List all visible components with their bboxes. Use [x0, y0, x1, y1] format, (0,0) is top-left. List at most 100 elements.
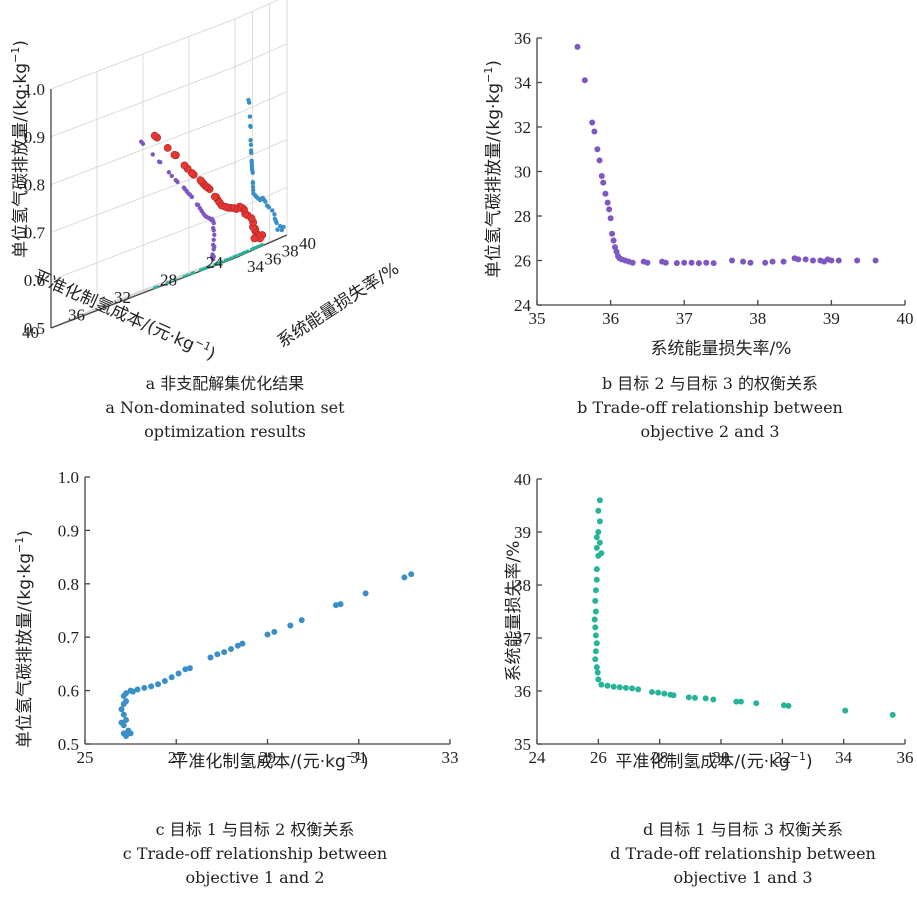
panel-b-data-point: [688, 259, 695, 266]
panel-c-data-point: [118, 719, 125, 726]
panel-a-projection-point: [232, 255, 236, 259]
panel-a-data-point: [163, 143, 172, 152]
panel-c-caption-en1: c Trade-off relationship between: [122, 844, 388, 863]
panel-d-data-point: [595, 676, 602, 683]
panel-c-data-point: [123, 698, 130, 705]
panel-a-projection-point: [211, 237, 216, 243]
panel-b-data-point: [644, 259, 651, 266]
panel-c-data-point: [123, 732, 130, 739]
panel-d-data-point: [593, 576, 600, 583]
panel-b-data-point: [802, 256, 809, 263]
panel-a-ztick-label: 0.8: [24, 176, 45, 195]
panel-b-data-point: [769, 258, 776, 265]
panel-a-projection-point: [277, 223, 283, 229]
panel-d-data-point: [710, 696, 717, 703]
panel-c-ytick-label: 0.6: [58, 682, 79, 701]
panel-c-data-point: [234, 642, 241, 649]
panel-d-data-point: [593, 664, 600, 671]
panel-d-data-point: [842, 707, 849, 714]
panel-d-ytick-label: 35: [514, 735, 531, 754]
panel-a-projection-point: [249, 158, 254, 163]
panel-a-wall-gridline: [50, 114, 236, 185]
panel-a-projection-point: [169, 173, 174, 179]
panel-d-data-point: [592, 656, 599, 663]
panel-a-projection-point: [250, 180, 256, 185]
panel-b-data-point: [854, 257, 861, 264]
panel-d-xtick-label: 30: [713, 748, 730, 767]
panel-a-wall-gridline: [50, 66, 236, 138]
panel-b-data-point: [747, 259, 754, 266]
panel-b-data-point: [681, 259, 688, 266]
panel-d-ylabel: 系统能量损失率/%: [504, 541, 524, 682]
panel-d-data-point: [691, 694, 698, 701]
panel-d-data-point: [595, 529, 602, 535]
panel-d-data-point: [670, 692, 677, 699]
panel-a-projection-point: [250, 184, 256, 190]
panel-a-ytick-label: 36: [68, 306, 85, 325]
panel-a-xtick-label: 34: [247, 257, 265, 276]
panel-a-zlabel: 单位氢气碳排放量/(kg·kg−1): [9, 40, 31, 258]
panel-d-xtick-label: 26: [590, 748, 607, 767]
panel-a-projection-point: [226, 257, 230, 261]
panel-c-data-point: [141, 684, 148, 691]
panel-b-caption-en2: objective 2 and 3: [640, 422, 780, 441]
panel-a-wall-gridline: [234, 139, 288, 163]
panel-a-projection-point: [248, 148, 254, 153]
panel-c-data-point: [207, 654, 214, 661]
panel-b-data-point: [673, 260, 680, 267]
panel-a-xtick-label: 38: [282, 242, 299, 261]
panel-b-data-point: [581, 77, 588, 84]
panel-b-xtick-label: 37: [676, 309, 694, 328]
panel-b-data-point: [607, 215, 614, 222]
panel-b-data-point: [591, 128, 598, 135]
panel-b-data-point: [604, 199, 611, 206]
panel-a-wall-gridline: [234, 43, 288, 68]
panel-d-xtick-label: 24: [529, 748, 547, 767]
panel-d-data-point: [753, 700, 760, 707]
panel-a-projection-point: [234, 254, 239, 258]
panel-a-ztick-label: 1.0: [24, 80, 45, 99]
panel-c-xlabel: 平准化制氢成本/(元·kg−1): [171, 750, 368, 772]
panel-b-xtick-label: 36: [602, 309, 619, 328]
panel-a-projection-point: [264, 203, 270, 208]
panel-a-projection-point: [240, 251, 244, 256]
panel-a-projection-point: [173, 177, 178, 183]
panel-d-data-point: [649, 689, 655, 696]
panel-d-data-point: [616, 684, 623, 691]
panel-b-xtick-label: 39: [823, 309, 840, 328]
panel-a-wall-gridline: [234, 91, 288, 115]
panel-a-projection-point: [248, 142, 254, 148]
panel-c-data-point: [271, 628, 278, 635]
panel-a-data-point: [180, 161, 189, 170]
panel-b-xlabel: 系统能量损失率/%: [651, 339, 792, 359]
panel-d-data-point: [592, 587, 599, 594]
panel-b-data-point: [589, 119, 596, 126]
panel-a-projection-point: [251, 188, 256, 193]
panel-b-ytick-label: 36: [514, 29, 531, 48]
panel-b-ytick-label: 34: [514, 74, 532, 93]
panel-d-ytick-label: 37: [514, 629, 532, 648]
panel-a-ztick-label: 0.5: [24, 319, 45, 338]
panel-d-data-point: [595, 552, 602, 559]
panel-a-projection-point: [229, 256, 233, 260]
panel-a-wall-gridline: [50, 209, 236, 281]
panel-a-ztick-label: 0.6: [24, 271, 45, 290]
panel-b-data-point: [606, 206, 613, 213]
panel-c-data-point: [408, 571, 415, 578]
panel-d-data-point: [591, 616, 598, 623]
panel-a-projection-point: [210, 225, 216, 231]
panel-d-data-point: [661, 690, 668, 697]
panel-c-ytick-label: 1.0: [58, 468, 79, 487]
panel-c-data-point: [362, 590, 369, 597]
panel-d-data-point: [594, 669, 601, 676]
panel-c-data-point: [401, 574, 408, 581]
panel-d-data-point: [610, 683, 617, 690]
panel-d-ytick-label: 40: [514, 470, 531, 489]
panel-c-data-point: [214, 651, 221, 658]
panel-a-projection-point: [182, 274, 187, 278]
panel-a-projection-point: [248, 123, 253, 129]
panel-a-caption: a 非支配解集优化结果 a Non-dominated solution set…: [60, 372, 390, 444]
panel-a-projection-point: [194, 202, 200, 207]
panel-b-ytick-label: 30: [514, 163, 531, 182]
